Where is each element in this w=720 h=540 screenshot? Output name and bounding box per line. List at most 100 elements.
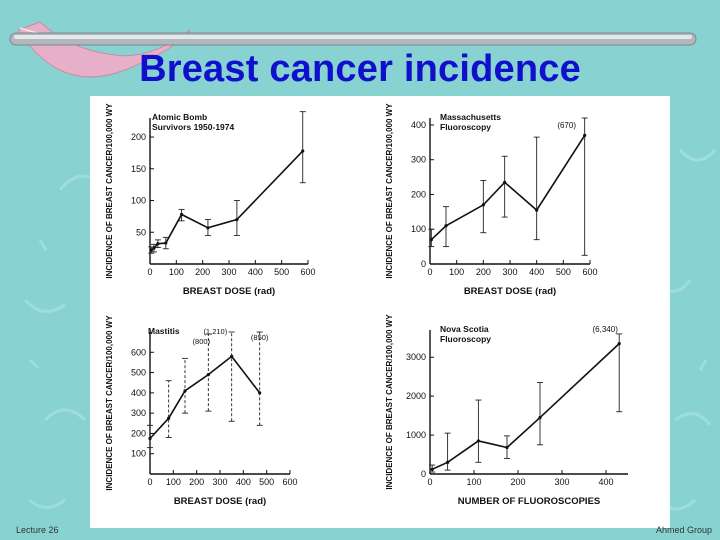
x-tick-label: 300 [221,267,236,277]
x-tick-label: 100 [166,477,181,487]
data-point [538,415,542,420]
x-axis-label: BREAST DOSE (rad) [174,496,266,507]
y-tick-label: 0 [421,259,426,269]
data-point [152,246,156,250]
x-tick-label: 300 [554,477,569,487]
x-axis-label: BREAST DOSE (rad) [464,286,556,297]
series-line [150,150,304,251]
x-tick-label: 0 [427,477,432,487]
y-axis-label: INCIDENCE OF BREAST CANCER/100,000 WY [105,315,114,491]
data-point [206,226,210,230]
slide-title: Breast cancer incidence [139,48,581,90]
annotation-label: (6,340) [593,325,619,334]
x-tick-label: 100 [466,477,481,487]
x-tick-label: 600 [300,267,315,277]
data-point [258,391,262,395]
data-point [206,373,210,377]
x-axis-label: NUMBER OF FLUOROSCOPIES [458,496,601,507]
y-tick-label: 50 [136,227,146,237]
x-tick-label: 400 [529,267,544,277]
x-tick-label: 100 [449,267,464,277]
data-point [583,133,587,137]
chart-title: Mastitis [148,326,180,336]
data-point [476,439,480,443]
data-point [301,149,305,153]
series-line [431,343,620,471]
data-point [503,180,507,184]
x-tick-label: 300 [212,477,227,487]
y-tick-label: 100 [411,224,426,234]
x-tick-label: 200 [476,267,491,277]
annotation-label: (800) [193,337,211,346]
y-tick-label: 300 [131,408,146,418]
figure-panel-grid: 0 100 200 300 400 500 600 50 100 150 200 BREAST DOS… [90,96,670,528]
data-point [481,203,485,207]
title-bar-divider [9,32,697,46]
data-point [149,248,153,252]
y-axis-label: INCIDENCE OF BREAST CANCER/100,000 WY [385,314,394,490]
x-tick-label: 0 [147,477,152,487]
y-tick-label: 2000 [406,391,426,401]
y-tick-label: 200 [131,132,146,142]
y-tick-label: 3000 [406,352,426,362]
data-point [505,445,509,450]
data-point [444,224,448,228]
series-line [149,355,261,440]
data-point [230,354,234,358]
data-point [164,241,168,245]
x-tick-label: 400 [598,477,613,487]
footer-group: Ahmed Group [655,525,712,535]
x-tick-label: 300 [502,267,517,277]
x-tick-label: 500 [259,477,274,487]
x-tick-label: 400 [248,267,263,277]
x-tick-label: 500 [274,267,289,277]
data-point [446,460,450,464]
y-tick-label: 200 [411,189,426,199]
y-axis-label: INCIDENCE OF BREAST CANCER/100,000 WY [105,103,114,279]
y-tick-label: 500 [131,368,146,378]
data-point [167,416,171,420]
data-point [148,436,152,441]
y-tick-label: 300 [411,155,426,165]
series-line [430,134,586,241]
x-tick-label: 0 [147,267,152,277]
x-tick-label: 500 [556,267,571,277]
annotation-label: (1,210) [203,327,227,336]
footer-lecture: Lecture 26 [16,525,59,535]
chart-title: Atomic Bomb Survivors 1950-1974 [152,112,234,132]
data-point [183,389,187,393]
y-axis-label: INCIDENCE OF BREAST CANCER/100,000 WY [385,103,394,279]
data-point [429,238,433,242]
y-tick-label: 400 [131,388,146,398]
data-point [180,212,184,217]
x-tick-label: 400 [236,477,251,487]
y-tick-label: 600 [131,347,146,357]
y-tick-label: 1000 [406,430,426,440]
y-tick-label: 0 [421,469,426,479]
x-tick-label: 200 [510,477,525,487]
y-tick-label: 100 [131,449,146,459]
chart-atomic-bomb: 0 100 200 300 400 500 600 50 100 150 200 BREAST DOS… [105,103,316,297]
data-point [535,208,539,212]
y-tick-label: 100 [131,196,146,206]
data-point [617,342,621,346]
x-tick-label: 0 [427,267,432,277]
x-tick-label: 100 [169,267,184,277]
annotation-label: (670) [557,121,576,130]
x-tick-label: 600 [582,267,597,277]
chart-title: Massachusetts Fluoroscopy [440,112,501,132]
chart-massachusetts: 0 100 200 300 400 500 600 0 100 200 300 400 BREAST D… [385,103,598,297]
y-tick-label: 150 [131,164,146,174]
x-axis-label: BREAST DOSE (rad) [183,286,275,297]
y-tick-label: 400 [411,120,426,130]
x-tick-label: 200 [195,267,210,277]
x-tick-label: 200 [189,477,204,487]
chart-nova-scotia: 0 100 200 300 400 0 1000 2000 3000 NUMBER OF FLUO… [385,314,628,507]
x-tick-label: 600 [282,477,297,487]
data-point [156,242,160,246]
data-point [235,217,239,222]
data-point [430,467,434,471]
annotation-label: (850) [251,333,269,342]
chart-mastitis: 0 100 200 300 400 500 600 100 200 300 400 500 600 BRE… [105,315,298,507]
y-tick-label: 200 [131,428,146,438]
